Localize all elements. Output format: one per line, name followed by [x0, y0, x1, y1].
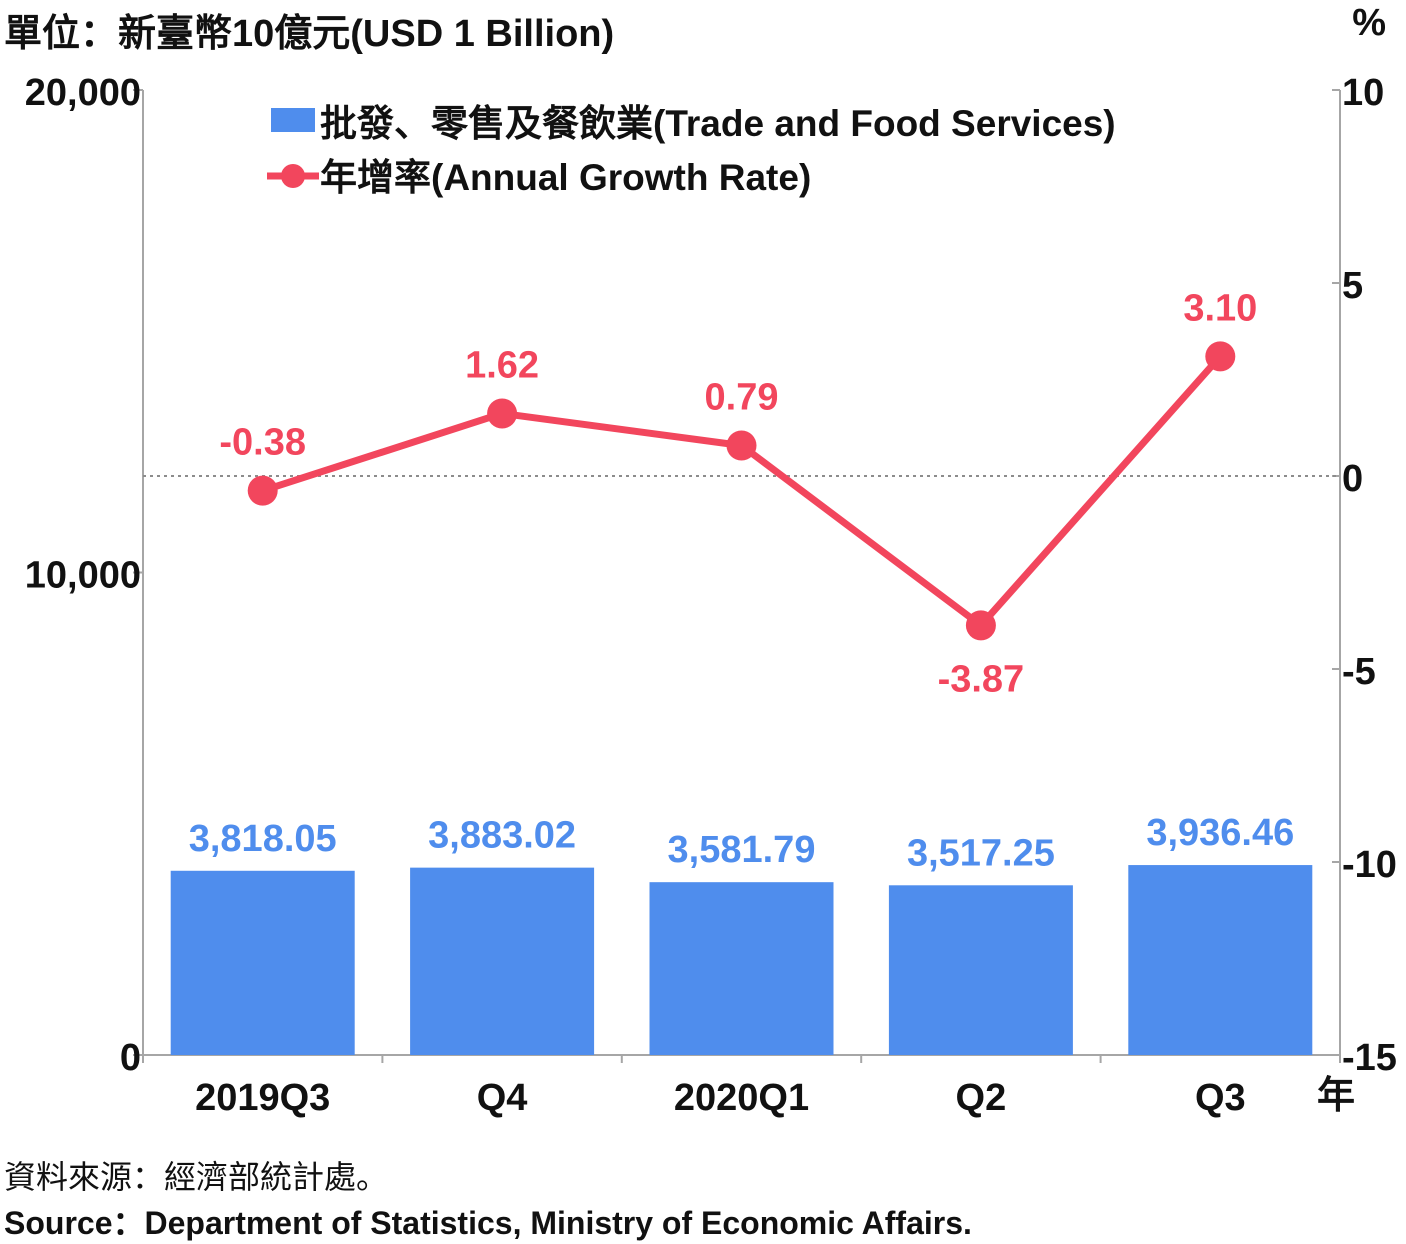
- x-tick-label: 2020Q1: [674, 1077, 809, 1119]
- bar: [649, 882, 834, 1055]
- bar-data-label: 3,936.46: [1146, 812, 1294, 854]
- source-note-zh: 資料來源：經濟部統計處。: [4, 1159, 389, 1195]
- bar: [170, 870, 355, 1055]
- x-tick-label: Q2: [956, 1077, 1007, 1119]
- growth-rate-point: [965, 610, 996, 641]
- x-tick-label: Q3: [1195, 1077, 1246, 1119]
- bar: [888, 885, 1073, 1055]
- bar-data-label: 3,883.02: [428, 815, 576, 857]
- bar: [1128, 865, 1313, 1055]
- growth-rate-data-label: 0.79: [705, 377, 779, 419]
- bar-data-label: 3,818.05: [189, 818, 337, 860]
- right-tick-label: 5: [1342, 265, 1363, 307]
- left-tick-label: 20,000: [25, 72, 141, 114]
- legend-line-marker: [281, 164, 305, 188]
- growth-rate-data-label: 3.10: [1183, 287, 1257, 329]
- growth-rate-data-label: -3.87: [938, 658, 1025, 700]
- growth-rate-point: [1205, 341, 1236, 372]
- right-tick-label: 0: [1342, 458, 1363, 500]
- legend-bar-swatch: [271, 108, 315, 132]
- left-tick-label: 0: [120, 1037, 141, 1079]
- bar-data-label: 3,581.79: [668, 829, 816, 871]
- growth-rate-point: [487, 398, 518, 429]
- left-tick-label: 10,000: [25, 555, 141, 597]
- x-tick-label: 2019Q3: [195, 1077, 330, 1119]
- bar: [410, 867, 595, 1055]
- legend-line-label: 年增率(Annual Growth Rate): [320, 157, 811, 198]
- right-axis-unit: %: [1352, 2, 1386, 44]
- right-tick-label: -5: [1342, 651, 1376, 693]
- left-axis-unit: 單位：新臺幣10億元(USD 1 Billion): [4, 13, 615, 55]
- legend-bar-label: 批發、零售及餐飲業(Trade and Food Services): [320, 103, 1116, 144]
- growth-rate-point: [726, 430, 757, 461]
- growth-rate-point: [247, 475, 278, 506]
- right-tick-label: 10: [1342, 72, 1384, 114]
- right-tick-label: -15: [1342, 1037, 1397, 1079]
- source-note-en: Source：Department of Statistics, Ministr…: [4, 1205, 972, 1241]
- right-tick-label: -10: [1342, 844, 1397, 886]
- x-tick-label: Q4: [477, 1077, 528, 1119]
- growth-rate-data-label: -0.38: [219, 422, 306, 464]
- bar-data-label: 3,517.25: [907, 832, 1055, 874]
- x-axis-unit-label: 年: [1317, 1075, 1355, 1117]
- growth-rate-data-label: 1.62: [465, 344, 539, 386]
